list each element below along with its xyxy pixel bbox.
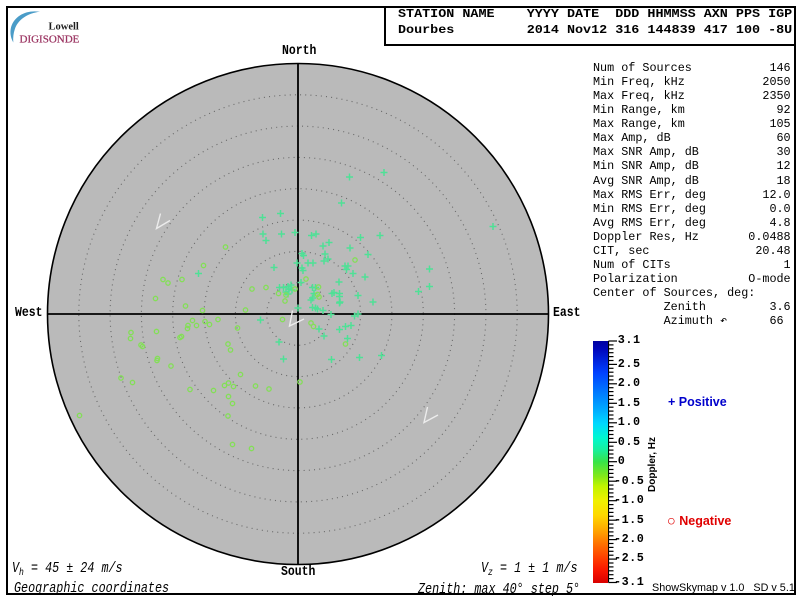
svg-text:Lowell: Lowell [49,22,79,33]
svg-text:DIGISONDE: DIGISONDE [20,34,80,46]
